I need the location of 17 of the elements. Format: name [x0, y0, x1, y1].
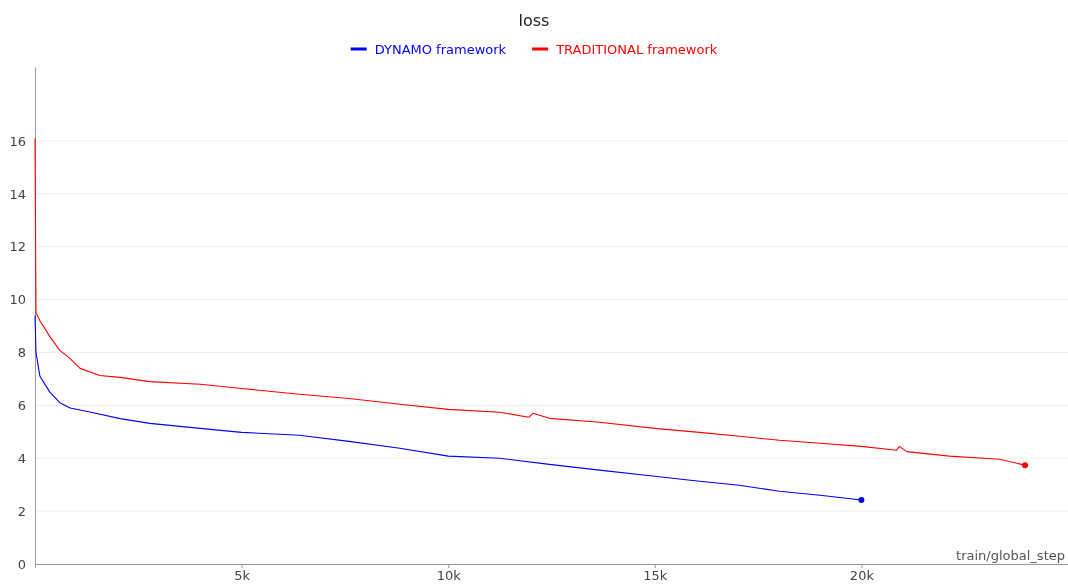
- legend-label: TRADITIONAL framework: [555, 42, 718, 57]
- y-tick-label: 16: [9, 133, 26, 149]
- x-tick-label: 20k: [849, 568, 875, 584]
- x-tick-label: 15k: [643, 568, 668, 584]
- chart-title: loss: [518, 11, 550, 30]
- y-tick-label: 6: [17, 398, 26, 414]
- y-tick-label: 8: [17, 345, 26, 361]
- y-tick-label: 2: [17, 503, 26, 519]
- x-axis-title: train/global_step: [956, 548, 1065, 563]
- x-tick-label: 10k: [436, 568, 462, 584]
- y-tick-label: 0: [17, 556, 26, 572]
- legend-label: DYNAMO framework: [374, 42, 507, 57]
- y-tick-label: 12: [9, 239, 26, 255]
- y-tick-label: 10: [9, 292, 26, 308]
- y-tick-label: 14: [9, 186, 26, 202]
- x-tick-label: 5k: [234, 568, 251, 584]
- y-tick-label: 4: [17, 450, 26, 466]
